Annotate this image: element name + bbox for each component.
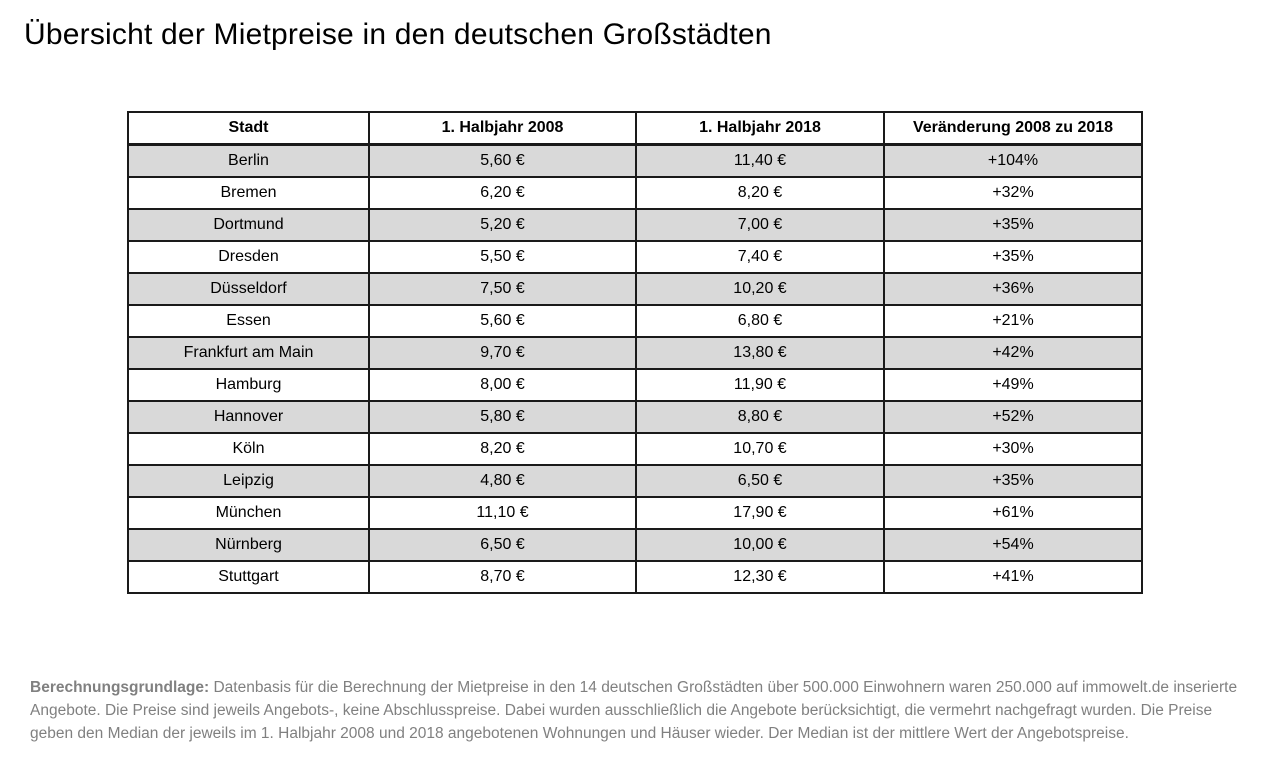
value-cell: 8,70 € xyxy=(368,560,637,594)
value-cell: +21% xyxy=(883,304,1143,338)
city-cell: Düsseldorf xyxy=(127,272,370,306)
footnote-text: Datenbasis für die Berechnung der Mietpr… xyxy=(30,679,1238,742)
city-cell: Hamburg xyxy=(127,368,370,402)
value-cell: +35% xyxy=(883,240,1143,274)
value-cell: 5,20 € xyxy=(368,208,637,242)
value-cell: 10,70 € xyxy=(635,432,885,466)
value-cell: 5,60 € xyxy=(368,143,637,178)
value-cell: 8,80 € xyxy=(635,400,885,434)
value-cell: +52% xyxy=(883,400,1143,434)
column-header-halbjahr-2018: 1. Halbjahr 2018 xyxy=(635,111,885,146)
value-cell: 7,50 € xyxy=(368,272,637,306)
value-cell: 5,50 € xyxy=(368,240,637,274)
city-cell: Dortmund xyxy=(127,208,370,242)
rent-table-body: Berlin 5,60 €11,40 € +104% Bremen 6,20 €8,20… xyxy=(127,143,1143,594)
value-cell: 11,90 € xyxy=(635,368,885,402)
table-row: Hannover 5,80 €8,80 € +52% xyxy=(127,400,1143,434)
city-cell: Bremen xyxy=(127,176,370,210)
rent-price-table: Stadt 1. Halbjahr 2008 1. Halbjahr 2018 … xyxy=(127,111,1143,594)
city-cell: Nürnberg xyxy=(127,528,370,562)
value-cell: +32% xyxy=(883,176,1143,210)
city-cell: Berlin xyxy=(127,143,370,178)
value-cell: +36% xyxy=(883,272,1143,306)
table-row: Bremen 6,20 €8,20 € +32% xyxy=(127,176,1143,210)
table-row: Leipzig 4,80 €6,50 € +35% xyxy=(127,464,1143,498)
value-cell: +35% xyxy=(883,208,1143,242)
city-cell: Hannover xyxy=(127,400,370,434)
table-row: Hamburg 8,00 €11,90 € +49% xyxy=(127,368,1143,402)
value-cell: 10,20 € xyxy=(635,272,885,306)
column-header-veraenderung: Veränderung 2008 zu 2018 xyxy=(883,111,1143,146)
header-row: Stadt 1. Halbjahr 2008 1. Halbjahr 2018 … xyxy=(127,111,1143,146)
value-cell: +104% xyxy=(883,143,1143,178)
value-cell: 5,60 € xyxy=(368,304,637,338)
value-cell: +42% xyxy=(883,336,1143,370)
value-cell: 4,80 € xyxy=(368,464,637,498)
table-row: München 11,10 €17,90 € +61% xyxy=(127,496,1143,530)
city-cell: Leipzig xyxy=(127,464,370,498)
value-cell: 8,20 € xyxy=(368,432,637,466)
value-cell: +30% xyxy=(883,432,1143,466)
value-cell: 6,50 € xyxy=(635,464,885,498)
value-cell: 6,50 € xyxy=(368,528,637,562)
city-cell: Frankfurt am Main xyxy=(127,336,370,370)
value-cell: +41% xyxy=(883,560,1143,594)
city-cell: Köln xyxy=(127,432,370,466)
value-cell: 9,70 € xyxy=(368,336,637,370)
table-row: Frankfurt am Main 9,70 €13,80 € +42% xyxy=(127,336,1143,370)
value-cell: 8,20 € xyxy=(635,176,885,210)
table-row: Stuttgart 8,70 €12,30 € +41% xyxy=(127,560,1143,594)
value-cell: 6,80 € xyxy=(635,304,885,338)
table-row: Dortmund 5,20 €7,00 € +35% xyxy=(127,208,1143,242)
value-cell: 5,80 € xyxy=(368,400,637,434)
city-cell: München xyxy=(127,496,370,530)
table-row: Köln 8,20 €10,70 € +30% xyxy=(127,432,1143,466)
table-row: Düsseldorf 7,50 €10,20 € +36% xyxy=(127,272,1143,306)
value-cell: 12,30 € xyxy=(635,560,885,594)
table-row: Berlin 5,60 €11,40 € +104% xyxy=(127,143,1143,178)
column-header-halbjahr-2008: 1. Halbjahr 2008 xyxy=(368,111,637,146)
value-cell: 7,00 € xyxy=(635,208,885,242)
value-cell: 11,10 € xyxy=(368,496,637,530)
footnote-label: Berechnungsgrundlage: xyxy=(30,679,210,696)
table-row: Essen 5,60 €6,80 € +21% xyxy=(127,304,1143,338)
page-title: Übersicht der Mietpreise in den deutsche… xyxy=(24,18,772,51)
value-cell: 8,00 € xyxy=(368,368,637,402)
table-row: Dresden 5,50 €7,40 € +35% xyxy=(127,240,1143,274)
table-row: Nürnberg 6,50 €10,00 € +54% xyxy=(127,528,1143,562)
value-cell: +35% xyxy=(883,464,1143,498)
footnote: Berechnungsgrundlage: Datenbasis für die… xyxy=(30,676,1256,745)
value-cell: 6,20 € xyxy=(368,176,637,210)
value-cell: +54% xyxy=(883,528,1143,562)
value-cell: +49% xyxy=(883,368,1143,402)
value-cell: 7,40 € xyxy=(635,240,885,274)
value-cell: 17,90 € xyxy=(635,496,885,530)
city-cell: Essen xyxy=(127,304,370,338)
value-cell: 11,40 € xyxy=(635,143,885,178)
value-cell: 10,00 € xyxy=(635,528,885,562)
value-cell: +61% xyxy=(883,496,1143,530)
value-cell: 13,80 € xyxy=(635,336,885,370)
city-cell: Dresden xyxy=(127,240,370,274)
column-header-stadt: Stadt xyxy=(127,111,370,146)
city-cell: Stuttgart xyxy=(127,560,370,594)
